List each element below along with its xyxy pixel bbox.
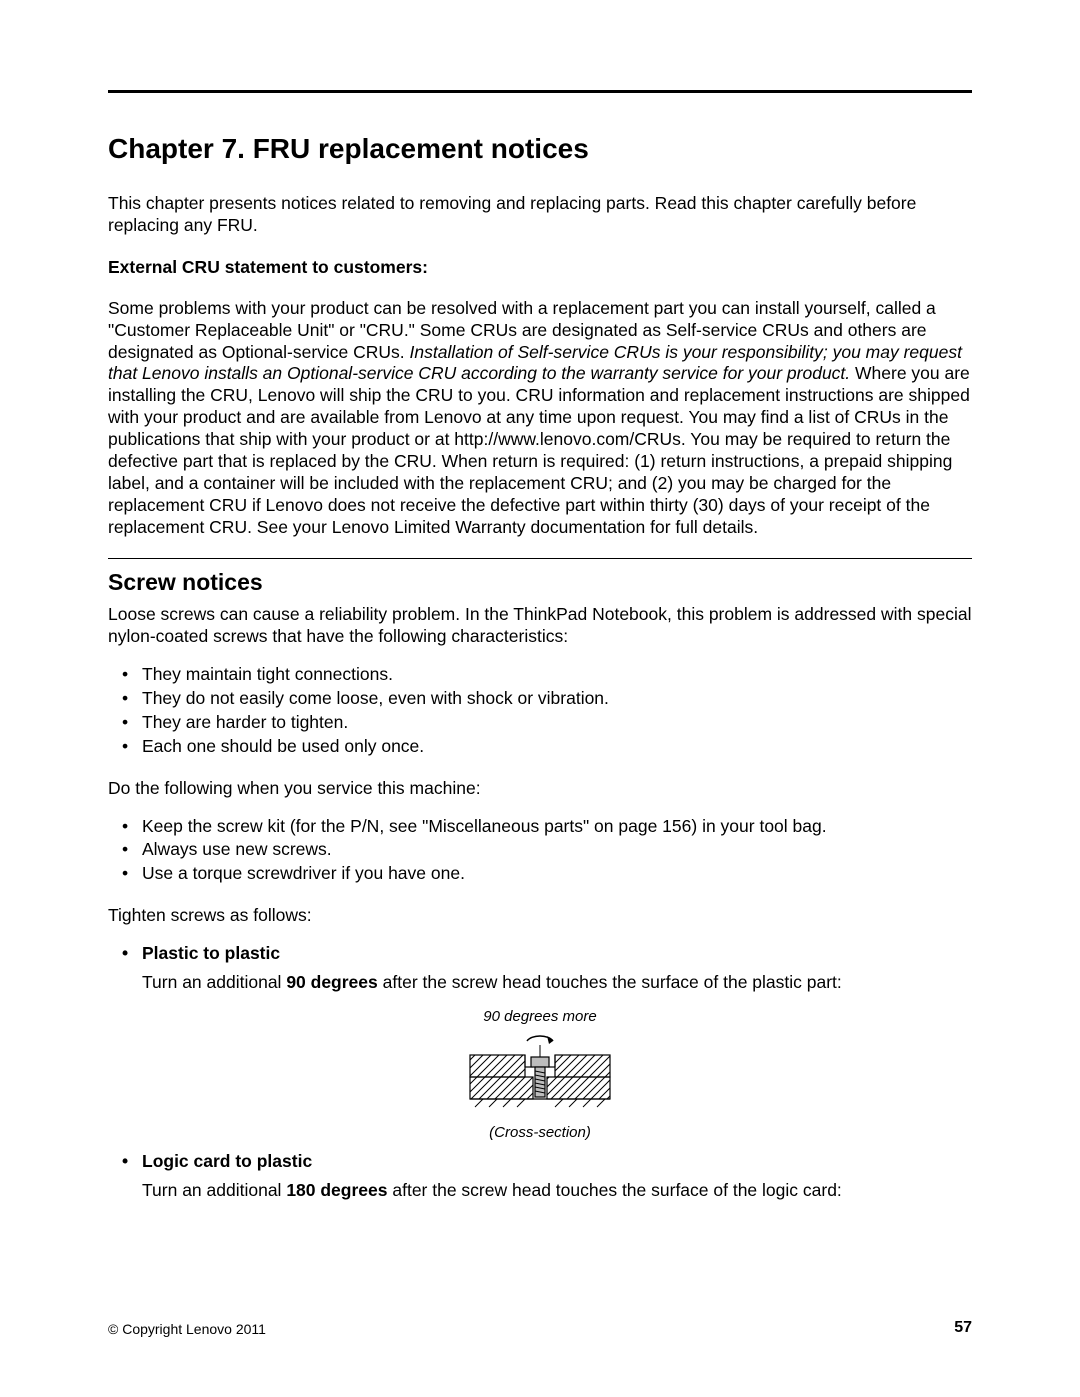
list-item: They do not easily come loose, even with… — [108, 688, 972, 710]
plastic-to-plastic-body: Turn an additional 90 degrees after the … — [108, 972, 972, 994]
page-footer: © Copyright Lenovo 2011 57 — [108, 1319, 972, 1337]
list-item: They maintain tight connections. — [108, 664, 972, 686]
list-item: Use a torque screwdriver if you have one… — [108, 863, 972, 885]
copyright-text: © Copyright Lenovo 2011 — [108, 1321, 266, 1337]
logic-body-bold: 180 degrees — [286, 1180, 387, 1200]
section-rule — [108, 558, 972, 559]
list-item: Always use new screws. — [108, 839, 972, 861]
cru-heading-suffix: : — [422, 257, 428, 277]
cru-para-post: Where you are installing the CRU, Lenovo… — [108, 363, 970, 536]
logic-to-plastic-body: Turn an additional 180 degrees after the… — [108, 1180, 972, 1202]
screw-characteristics-list: They maintain tight connections. They do… — [108, 664, 972, 758]
screw-intro: Loose screws can cause a reliability pro… — [108, 604, 972, 648]
diagram-top-label: 90 degrees more — [108, 1008, 972, 1025]
list-item: Keep the screw kit (for the P/N, see "Mi… — [108, 816, 972, 838]
plastic-body-bold: 90 degrees — [286, 972, 377, 992]
screw-diagram-container: 90 degrees more — [108, 1008, 972, 1141]
cross-section-diagram — [455, 1027, 625, 1117]
do-following: Do the following when you service this m… — [108, 778, 972, 800]
chapter-title: Chapter 7. FRU replacement notices — [108, 133, 972, 165]
list-item: Each one should be used only once. — [108, 736, 972, 758]
cru-heading-text: External CRU statement to customers — [108, 257, 422, 277]
page-number: 57 — [954, 1319, 972, 1337]
top-rule — [108, 90, 972, 93]
logic-body-pre: Turn an additional — [142, 1180, 286, 1200]
plastic-body-pre: Turn an additional — [142, 972, 286, 992]
logic-body-post: after the screw head touches the surface… — [388, 1180, 842, 1200]
tighten-intro: Tighten screws as follows: — [108, 905, 972, 927]
diagram-bottom-caption: (Cross-section) — [108, 1124, 972, 1141]
screw-notices-title: Screw notices — [108, 569, 972, 596]
cru-paragraph: Some problems with your product can be r… — [108, 298, 972, 539]
logic-to-plastic-title: Logic card to plastic — [108, 1151, 972, 1172]
list-item: They are harder to tighten. — [108, 712, 972, 734]
plastic-body-post: after the screw head touches the surface… — [378, 972, 842, 992]
service-list: Keep the screw kit (for the P/N, see "Mi… — [108, 816, 972, 886]
plastic-to-plastic-title: Plastic to plastic — [108, 943, 972, 964]
cru-heading: External CRU statement to customers: — [108, 257, 972, 278]
chapter-intro: This chapter presents notices related to… — [108, 193, 972, 237]
